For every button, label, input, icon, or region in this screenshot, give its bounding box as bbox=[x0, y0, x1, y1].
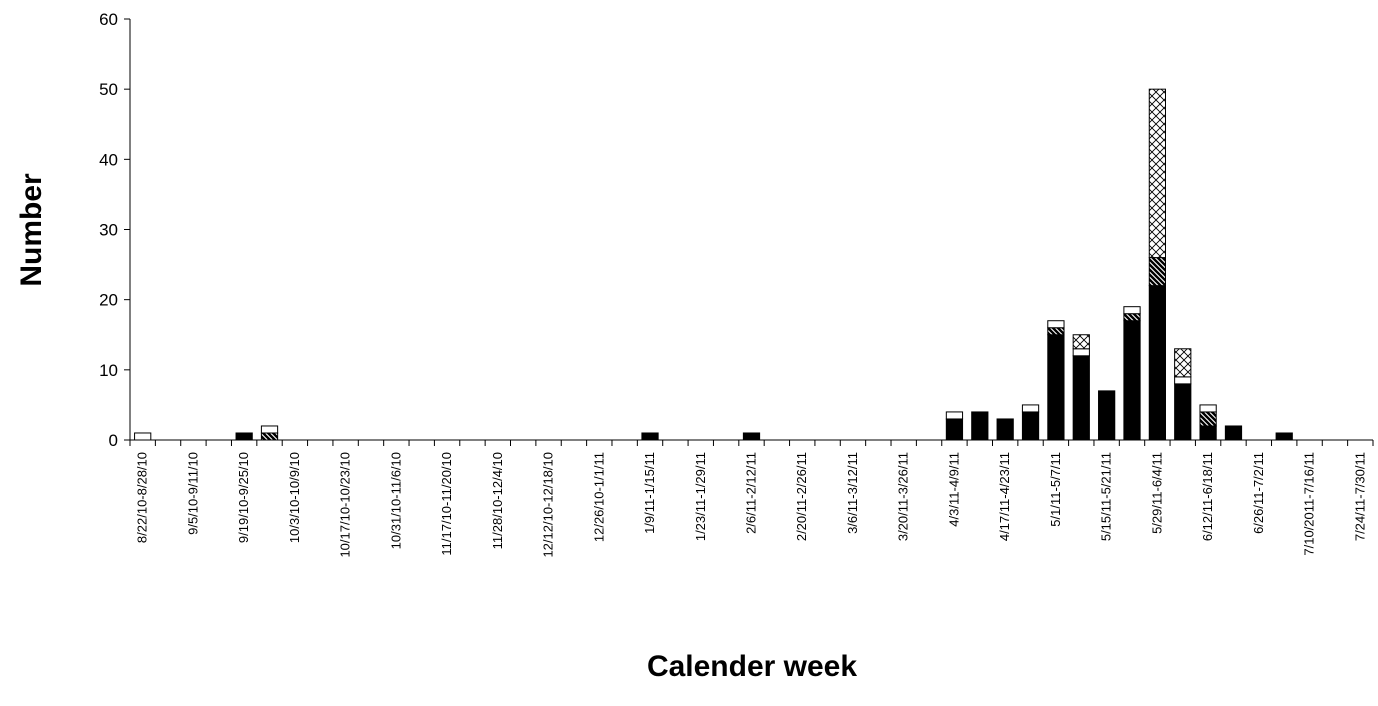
bar-segment-diagonal bbox=[1123, 313, 1141, 322]
bar-segment-black bbox=[1021, 411, 1040, 441]
x-tick-label: 12/26/10-1/1/11 bbox=[591, 452, 606, 542]
x-tick-label: 1/9/11-1/15/11 bbox=[642, 452, 657, 534]
x-tick-label: 10/3/10-10/9/10 bbox=[287, 452, 302, 543]
y-tick-label: 10 bbox=[99, 361, 118, 380]
bar-segment-white bbox=[260, 425, 279, 434]
bar-segment-diagonal bbox=[1199, 411, 1217, 427]
x-tick-label: 10/31/10-11/6/10 bbox=[388, 452, 403, 549]
x-tick-label: 3/6/11-3/12/11 bbox=[845, 452, 860, 534]
x-tick-label: 6/12/11-6/18/11 bbox=[1200, 452, 1215, 541]
x-tick-label: 11/28/10-12/4/10 bbox=[490, 452, 505, 549]
x-axis-title: Calender week bbox=[647, 650, 857, 683]
bar-segment-black bbox=[1224, 425, 1243, 441]
x-tick-label: 3/20/11-3/26/11 bbox=[896, 452, 911, 541]
bar-segment-black bbox=[742, 432, 761, 441]
bar-segment-black bbox=[1098, 390, 1116, 441]
x-tick-label: 1/23/11-1/29/11 bbox=[693, 452, 708, 541]
y-tick-label: 0 bbox=[109, 431, 118, 450]
x-tick-label: 7/24/11-7/30/11 bbox=[1352, 452, 1367, 541]
bar-segment-white bbox=[945, 411, 964, 420]
x-tick-label: 5/15/11-5/21/11 bbox=[1099, 452, 1114, 541]
x-tick-label: 4/3/11-4/9/11 bbox=[946, 452, 961, 527]
x-tick-label: 9/5/10-9/11/10 bbox=[185, 452, 200, 535]
bar-segment-black bbox=[1072, 355, 1090, 441]
x-tick-label: 10/17/10-10/23/10 bbox=[338, 452, 353, 558]
y-tick-label: 50 bbox=[99, 80, 118, 99]
x-tick-label: 5/29/11-6/4/11 bbox=[1149, 452, 1164, 534]
bar-segment-white bbox=[1021, 404, 1040, 413]
bar-segment-black bbox=[641, 432, 659, 441]
x-tick-label: 2/20/11-2/26/11 bbox=[794, 452, 809, 541]
y-tick-label: 20 bbox=[99, 291, 118, 310]
bar-segment-crosshatch bbox=[1148, 88, 1167, 259]
bar-segment-black bbox=[945, 418, 964, 441]
y-axis-title: Number bbox=[15, 173, 48, 287]
y-tick-label: 30 bbox=[99, 221, 118, 240]
x-tick-label: 11/17/10-11/20/10 bbox=[439, 452, 454, 556]
bar-segment-white bbox=[1123, 306, 1141, 315]
bar-segment-black bbox=[1199, 425, 1217, 441]
bar-segment-black bbox=[1148, 285, 1167, 441]
x-tick-label: 2/6/11-2/12/11 bbox=[744, 452, 759, 534]
bar-segment-white bbox=[134, 432, 152, 441]
bar-segment-white bbox=[1072, 348, 1090, 357]
x-tick-label: 12/12/10-12/18/10 bbox=[541, 452, 556, 558]
x-tick-label: 7/10/2011-7/16/11 bbox=[1302, 452, 1317, 556]
bar-segment-white bbox=[1199, 404, 1217, 413]
bar-segment-diagonal bbox=[1047, 327, 1065, 336]
x-tick-label: 9/19/10-9/25/10 bbox=[236, 452, 251, 543]
bar-segment-black bbox=[971, 411, 989, 441]
bar-segment-black bbox=[1123, 320, 1141, 441]
bar-segment-black bbox=[1275, 432, 1293, 441]
y-tick-label: 40 bbox=[99, 150, 118, 169]
y-tick-label: 60 bbox=[99, 10, 118, 29]
bar-segment-black bbox=[235, 432, 253, 441]
plot-area: 0 10 20 30 40 50 60 8/22/10-8/28/10 9/5/10-9/11/… bbox=[99, 10, 1374, 558]
x-tick-label: 5/1/11-5/7/11 bbox=[1048, 452, 1063, 527]
bar-segment-black bbox=[996, 418, 1014, 441]
x-tick-label: 6/26/11-7/2/11 bbox=[1251, 452, 1266, 534]
bar-segment-black bbox=[1047, 334, 1065, 441]
bar-segment-crosshatch bbox=[1072, 334, 1090, 350]
bar-segment-white bbox=[1174, 376, 1192, 385]
bar-segment-black bbox=[1174, 383, 1192, 441]
bar-segment-diagonal bbox=[1148, 257, 1167, 287]
x-tick-label: 8/22/10-8/28/10 bbox=[135, 452, 150, 543]
bar-segment-crosshatch bbox=[1174, 348, 1192, 378]
bar-segment-diagonal bbox=[260, 432, 279, 441]
x-tick-label: 4/17/11-4/23/11 bbox=[997, 452, 1012, 541]
bar-segment-white bbox=[1047, 320, 1065, 329]
